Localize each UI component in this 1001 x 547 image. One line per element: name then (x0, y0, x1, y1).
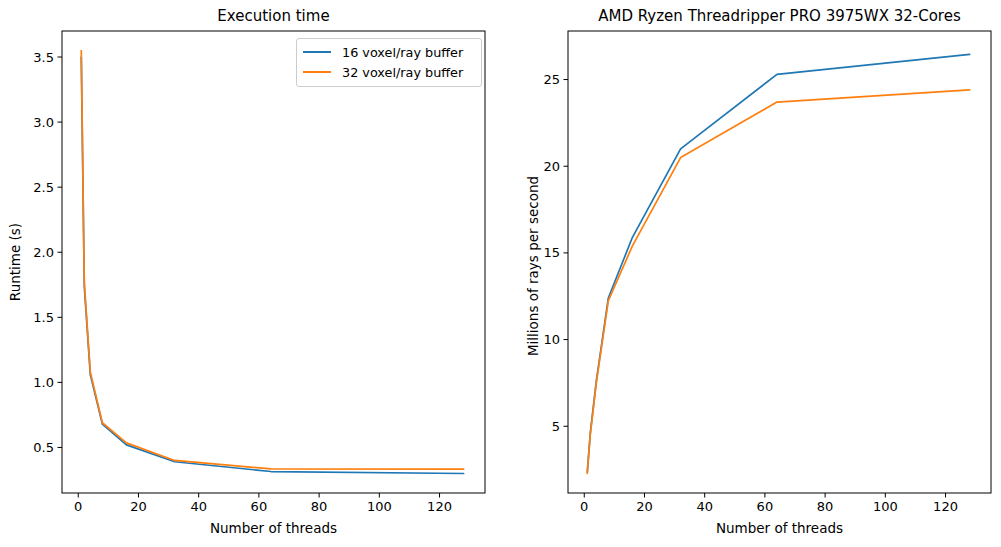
y-tick-label: 25 (543, 72, 560, 87)
y-tick-label: 3.5 (33, 50, 54, 65)
y-tick-label: 0.5 (33, 440, 54, 455)
y-tick-label: 15 (543, 245, 560, 260)
x-tick-label: 80 (311, 499, 328, 514)
right-y-axis-label: Millions of rays per second (525, 176, 541, 356)
legend-item: 32 voxel/ray buffer (303, 64, 472, 80)
series-line-16-buffer (81, 57, 463, 473)
y-tick-label: 2.5 (33, 180, 54, 195)
legend-label: 32 voxel/ray buffer (342, 65, 463, 80)
x-tick-label: 120 (427, 499, 452, 514)
x-tick-label: 120 (933, 499, 958, 514)
left-x-axis-label: Number of threads (62, 520, 485, 536)
x-tick-label: 40 (190, 499, 207, 514)
figure: 0 20 40 60 80 100 120 0.5 1.0 1.5 2.0 2.5 3.0 3.5 0 20 4… (0, 0, 1001, 547)
legend-line-swatch-orange (303, 71, 331, 73)
series-line-16-buffer (587, 54, 969, 472)
y-tick-label: 1.0 (33, 375, 54, 390)
y-tick-label: 20 (543, 159, 560, 174)
plot-canvas: 0 20 40 60 80 100 120 0.5 1.0 1.5 2.0 2.5 3.0 3.5 0 20 4… (0, 0, 1001, 547)
plot-spine (568, 31, 991, 493)
x-tick-label: 40 (696, 499, 713, 514)
x-tick-label: 0 (580, 499, 588, 514)
legend-item: 16 voxel/ray buffer (303, 44, 472, 60)
series-line-32-buffer (81, 51, 463, 470)
x-tick-label: 20 (636, 499, 653, 514)
x-tick-label: 0 (74, 499, 82, 514)
y-tick-label: 10 (543, 332, 560, 347)
x-tick-label: 60 (251, 499, 268, 514)
y-tick-label: 1.5 (33, 310, 54, 325)
series-line-32-buffer (587, 90, 969, 473)
legend-line-swatch-blue (303, 51, 331, 53)
x-tick-label: 20 (130, 499, 147, 514)
legend-label: 16 voxel/ray buffer (342, 45, 463, 60)
y-tick-label: 3.0 (33, 115, 54, 130)
right-chart-title: AMD Ryzen Threadripper PRO 3975WX 32-Cor… (568, 7, 991, 25)
x-tick-label: 100 (873, 499, 898, 514)
left-y-axis-label: Runtime (s) (7, 223, 23, 301)
x-tick-label: 100 (367, 499, 392, 514)
right-x-axis-label: Number of threads (568, 520, 991, 536)
y-tick-label: 5 (552, 419, 560, 434)
plot-spine (62, 31, 485, 493)
x-tick-label: 60 (757, 499, 774, 514)
left-chart-title: Execution time (62, 7, 485, 25)
legend-box: 16 voxel/ray buffer 32 voxel/ray buffer (296, 38, 482, 87)
y-tick-label: 2.0 (33, 245, 54, 260)
x-tick-label: 80 (817, 499, 834, 514)
